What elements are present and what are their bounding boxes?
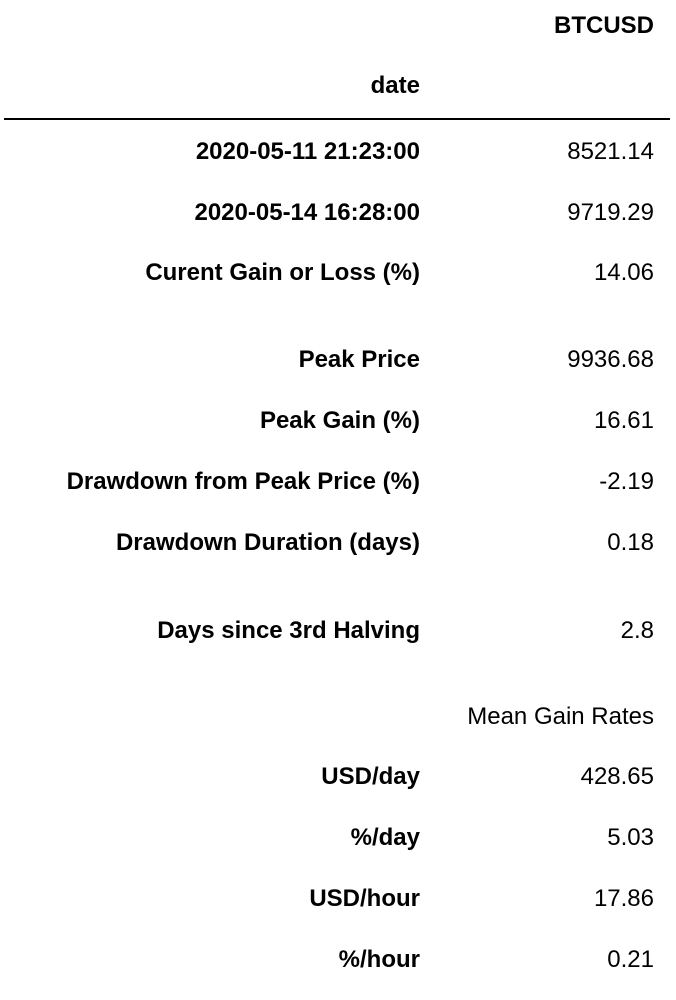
row-value: 17.86 <box>593 885 654 912</box>
row-label: 2020-05-14 16:28:00 <box>194 199 420 226</box>
table-row: Curent Gain or Loss (%) 14.06 <box>0 259 676 299</box>
table-row: Drawdown Duration (days) 0.18 <box>0 529 676 569</box>
row-value: 9936.68 <box>567 346 654 373</box>
table-row: USD/day 428.65 <box>0 763 676 803</box>
table-row: %/day 5.03 <box>0 824 676 864</box>
row-label: USD/hour <box>309 885 420 912</box>
column-header: BTCUSD <box>554 12 654 39</box>
table-row: 2020-05-14 16:28:00 9719.29 <box>0 199 676 239</box>
row-label: Drawdown from Peak Price (%) <box>66 468 420 495</box>
table-row: Days since 3rd Halving 2.8 <box>0 617 676 657</box>
row-label: USD/day <box>321 763 420 790</box>
row-value: 14.06 <box>593 259 654 286</box>
row-value: 16.61 <box>593 407 654 434</box>
section-title: Mean Gain Rates <box>467 703 654 730</box>
row-value: -2.19 <box>599 468 654 495</box>
row-label: Peak Price <box>298 346 420 373</box>
row-label: Drawdown Duration (days) <box>115 529 420 556</box>
row-label: Days since 3rd Halving <box>157 617 420 644</box>
table-row: Drawdown from Peak Price (%) -2.19 <box>0 468 676 508</box>
row-label: %/day <box>350 824 420 851</box>
row-label: 2020-05-11 21:23:00 <box>195 138 420 165</box>
row-label: Curent Gain or Loss (%) <box>145 259 420 286</box>
table-row-empty <box>0 303 676 343</box>
row-value: 0.21 <box>607 946 654 973</box>
table-row: 2020-05-11 21:23:00 8521.14 <box>0 138 676 178</box>
row-label: %/hour <box>338 946 420 973</box>
row-value: 8521.14 <box>567 138 654 165</box>
row-value: 0.18 <box>607 529 654 556</box>
header-divider <box>4 118 670 120</box>
row-value: 2.8 <box>620 617 654 644</box>
table-row-empty <box>0 573 676 613</box>
table-row: %/hour 0.21 <box>0 946 676 986</box>
table-row-empty <box>0 660 676 700</box>
row-value: 9719.29 <box>567 199 654 226</box>
index-name: date <box>370 72 420 99</box>
row-label: Peak Gain (%) <box>259 407 420 434</box>
table-row: Peak Gain (%) 16.61 <box>0 407 676 447</box>
table-row-section-header: Mean Gain Rates <box>0 703 676 743</box>
row-value: 428.65 <box>580 763 654 790</box>
row-value: 5.03 <box>607 824 654 851</box>
table-row: Peak Price 9936.68 <box>0 346 676 386</box>
table-row: USD/hour 17.86 <box>0 885 676 925</box>
